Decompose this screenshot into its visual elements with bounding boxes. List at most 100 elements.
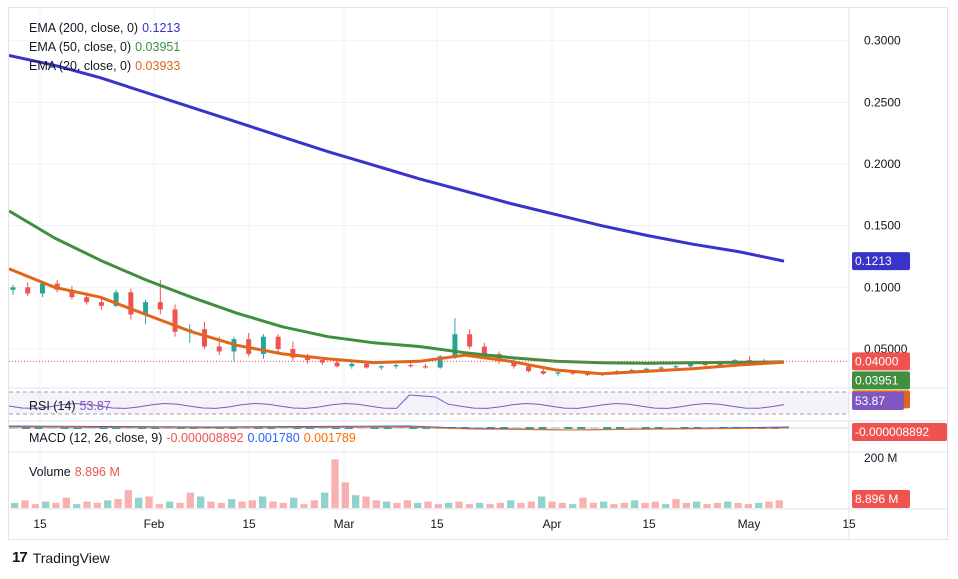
candle-body [84,297,90,303]
candle-body [585,373,590,375]
macd-hist-bar [551,427,560,429]
volume-bar [155,504,163,508]
candle-body [334,362,340,367]
chart-canvas[interactable]: 15 Feb 15 Mar 15 Apr 15 May 150.30000.25000.2000… [9,8,947,539]
legend-ema50[interactable]: EMA (50, close, 0) 0.03951 [29,40,180,54]
legend-rsi-label: RSI (14) [29,399,76,413]
legend-ema20-label: EMA (20, close, 0) [29,59,132,73]
volume-bar [558,502,566,508]
volume-bar [259,496,267,508]
candle-body [39,283,45,294]
candle-body [143,302,149,315]
candle-body [69,289,75,298]
volume-bar [248,500,256,508]
legend-ema200-value: 0.1213 [142,21,181,35]
volume-bar [73,504,81,508]
volume-bar [600,501,608,508]
macd-hist-bar [21,427,30,429]
volume-bar [145,496,153,508]
volume-bar [538,496,546,508]
macd-hist-bar [344,427,353,429]
time-tick-label: 15 [430,517,444,531]
macd-hist-bar [47,427,56,429]
volume-bar [300,504,308,508]
candle-body [98,302,104,306]
volume-bar [496,502,504,508]
volume-axis-label: 200 M [864,451,897,465]
rsi-line [9,394,785,409]
candle-body [364,363,370,368]
volume-bar [620,502,628,508]
badge-price-bg [852,352,910,371]
candle-body [319,360,325,363]
macd-hist-bar [616,427,625,429]
volume-bar [279,502,287,508]
volume-bar [610,504,618,508]
volume-bar [579,497,587,508]
legend-rsi[interactable]: RSI (14) 53.87 [29,399,111,413]
volume-bar [744,504,752,508]
volume-bar [589,502,597,508]
candle-body [717,363,723,366]
candle-body [555,372,561,374]
legend-ema200[interactable]: EMA (200, close, 0) 0.1213 [29,21,180,35]
macd-hist-bar [86,427,95,429]
volume-bar [341,482,349,508]
legend-macd[interactable]: MACD (12, 26, close, 9) -0.000008892 0.001… [29,431,356,445]
volume-bar [682,502,690,508]
volume-bar [424,501,432,508]
volume-bar [238,501,246,508]
volume-bar [31,504,39,508]
macd-hist-bar [525,427,534,429]
volume-bar [372,500,380,508]
badge-ema200: 0.1213 [855,254,892,268]
candle-body [570,372,576,374]
macd-hist-bar [641,427,650,429]
legend-volume-value: 8.896 M [74,465,120,479]
volume-bar [724,501,732,508]
candle-body [113,292,119,306]
volume-bar [352,495,360,508]
time-tick-label: Apr [543,517,562,531]
ema200-line [9,54,785,263]
volume-bar [321,492,329,508]
macd-hist-bar [654,427,663,429]
legend-rsi-value: 53.87 [79,399,111,413]
candle-body [452,334,458,357]
volume-bar [186,492,194,508]
volume-bar [569,504,577,508]
candle-body [393,365,399,367]
volume-bar [713,502,721,508]
time-tick-label: Feb [144,517,165,531]
macd-hist-bar [73,427,82,429]
volume-bar [362,496,370,508]
candle-body [305,357,311,361]
legend-volume-label: Volume [29,465,71,479]
macd-hist-bar [603,427,612,429]
macd-hist-bar [396,427,405,429]
volume-bar [331,459,339,508]
tradingview-logo[interactable]: 17 TradingView [12,549,110,566]
tradingview-logo-icon: 17 [12,549,28,566]
candle-body [702,363,708,366]
candle-body [202,329,207,347]
candle-body [290,349,296,358]
candle-body [658,367,664,369]
volume-bar [775,500,783,508]
candle-body [275,336,281,349]
badge-volume-bg [852,490,910,508]
badge-price: 0.04000 [855,354,899,368]
legend-volume[interactable]: Volume 8.896 M [29,465,120,479]
macd-hist-bar [319,427,327,429]
volume-bar [62,497,70,508]
legend-ema20[interactable]: EMA (20, close, 0) 0.03933 [29,59,180,73]
candle-body [481,346,487,354]
time-tick-label: May [738,517,761,531]
macd-hist-bar [370,427,379,429]
badge-macd: -0.000008892 [855,425,929,439]
candle-body [157,302,163,310]
candle-body [25,287,31,294]
volume-bar [135,497,143,508]
volume-bar [703,504,711,508]
volume-bar [662,504,670,508]
